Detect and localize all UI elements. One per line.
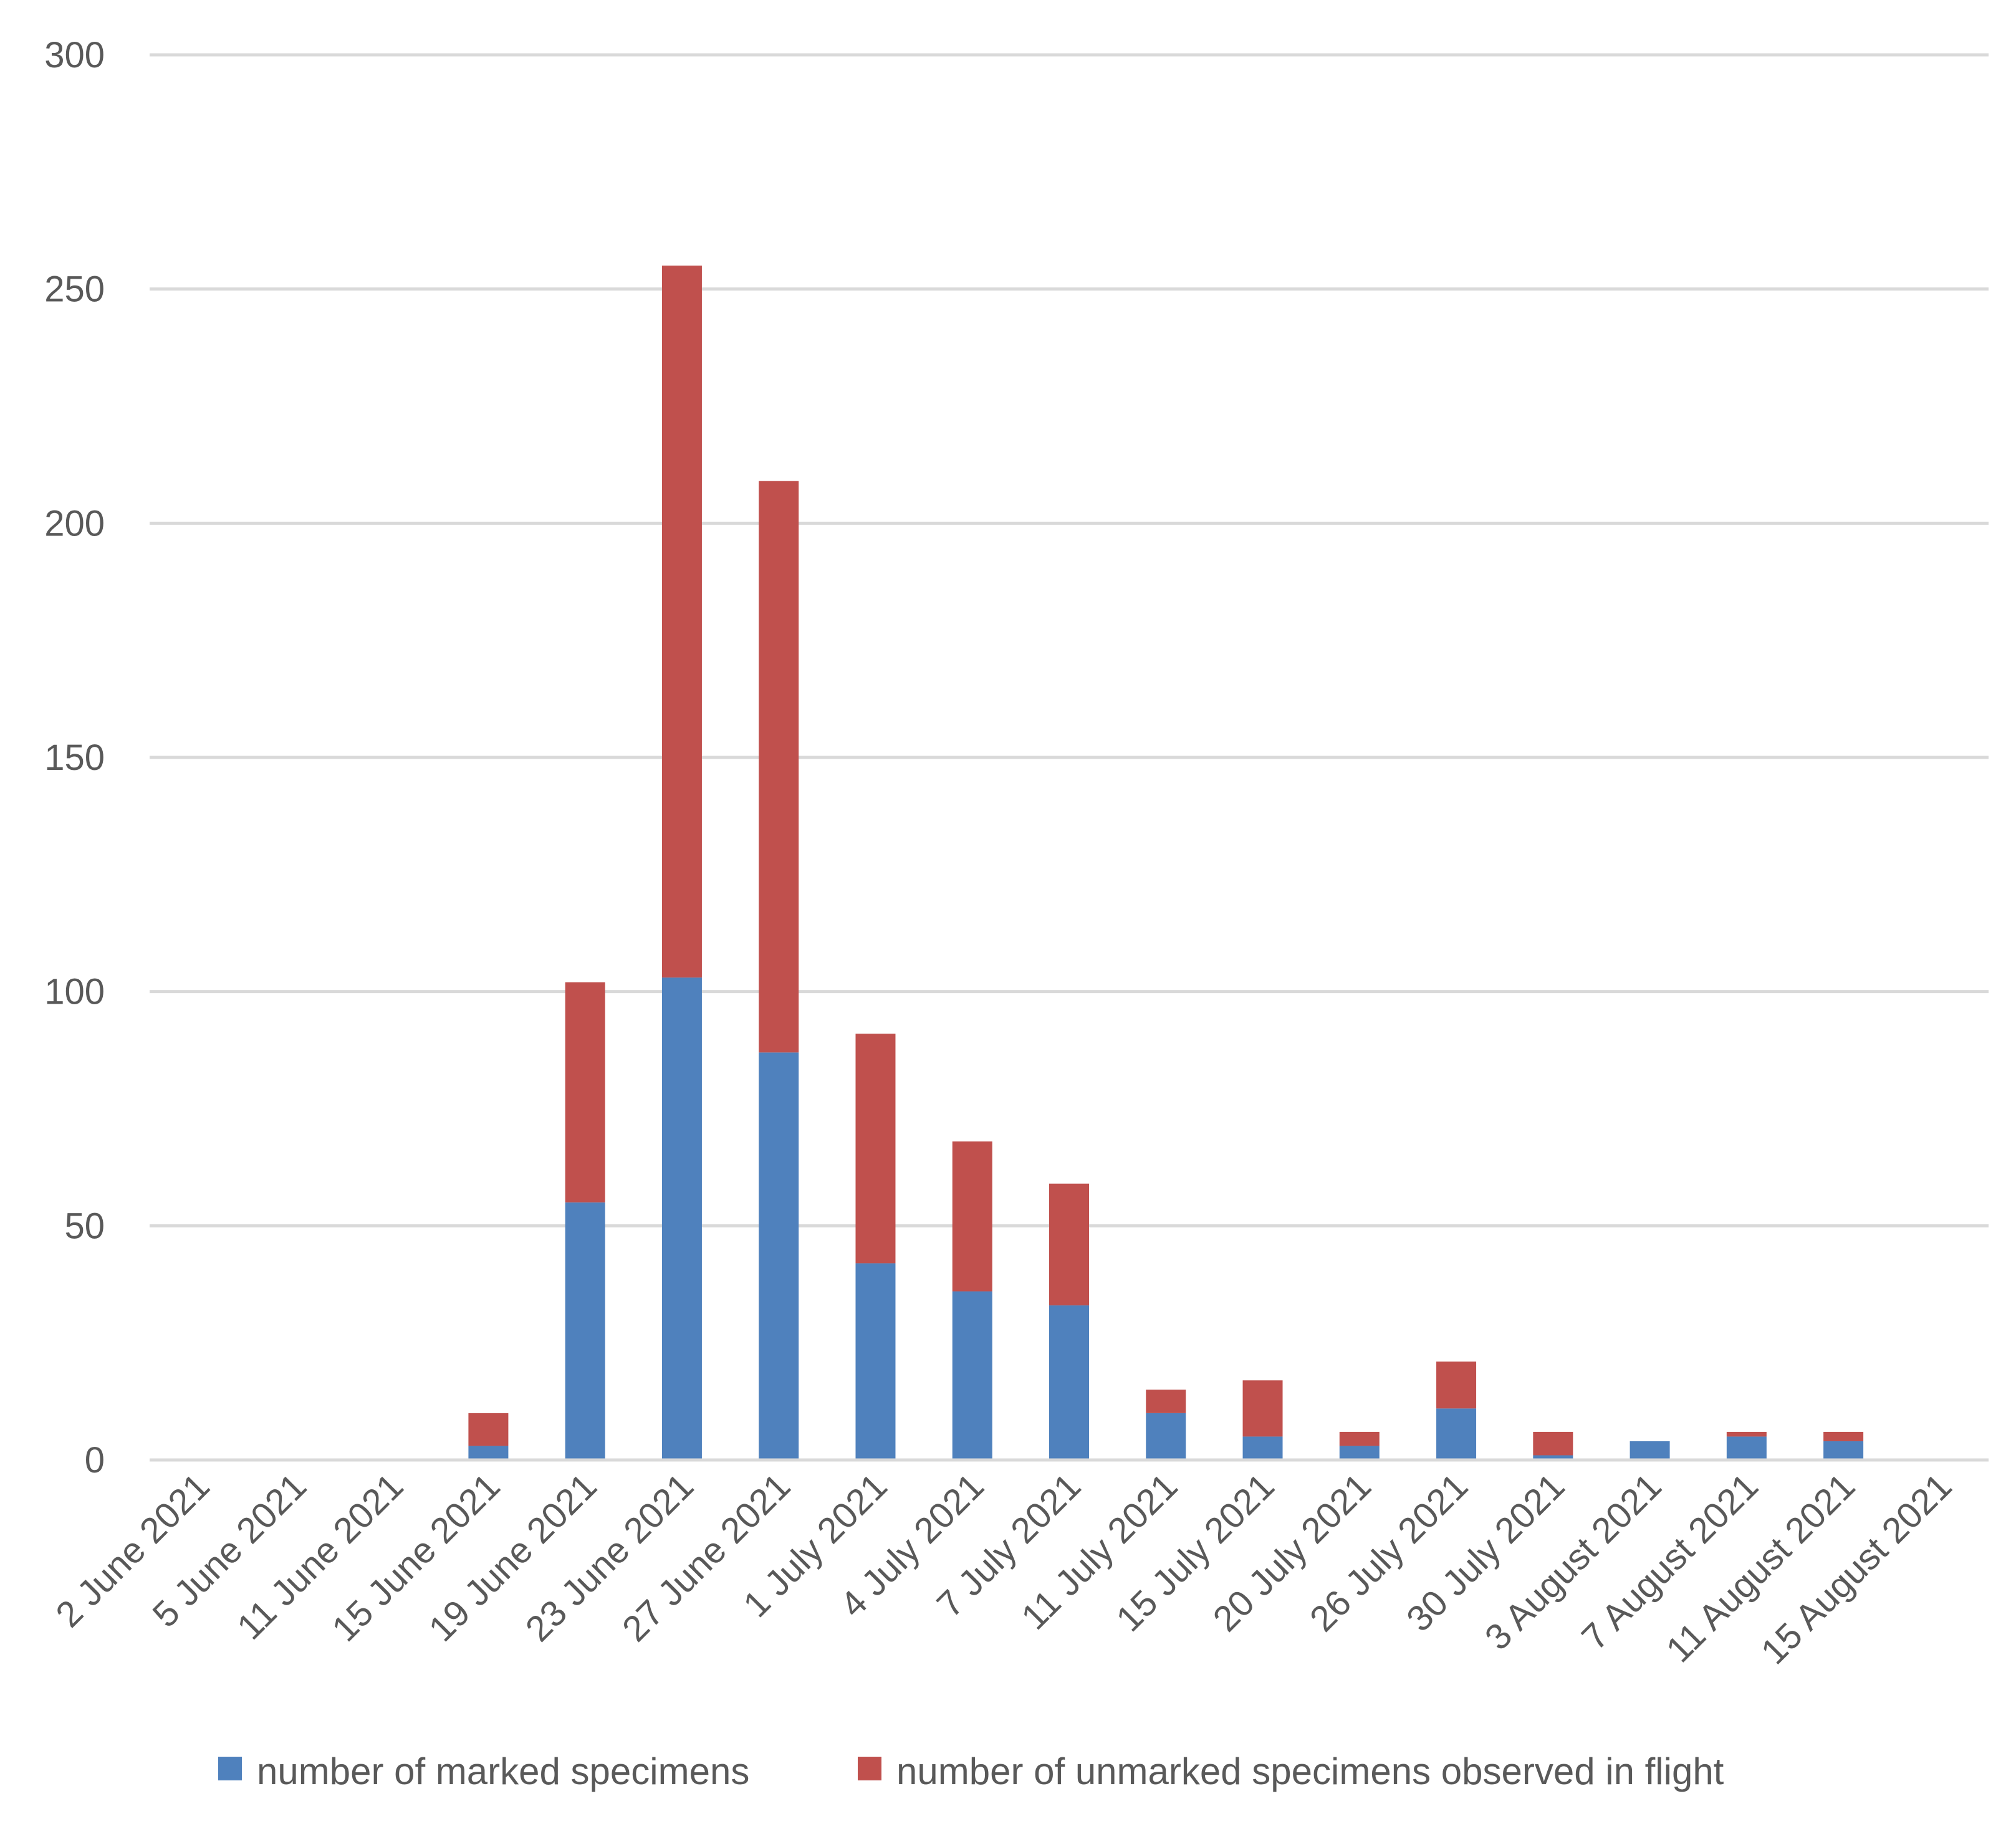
bar-segment-unmarked: [1823, 1431, 1864, 1441]
x-tick-label: 27 June 2021: [615, 1466, 799, 1649]
bar-segment-unmarked: [1049, 1183, 1089, 1306]
bar-segment-unmarked: [661, 266, 702, 978]
bar-segment-marked: [1436, 1408, 1477, 1460]
bar-segment-unmarked: [1242, 1380, 1283, 1437]
bar-segment-marked: [1726, 1436, 1767, 1460]
bar-segment-marked: [1146, 1413, 1186, 1460]
legend-label-unmarked: number of unmarked specimens observed in…: [896, 1750, 1724, 1792]
y-tick-label: 150: [44, 737, 105, 778]
bars: [468, 266, 1864, 1460]
bar-segment-marked: [1630, 1441, 1670, 1460]
bar-segment-unmarked: [1339, 1431, 1380, 1446]
bar-segment-marked: [1823, 1441, 1864, 1460]
bar-segment-marked: [1339, 1446, 1380, 1460]
bar-segment-unmarked: [1533, 1431, 1573, 1456]
bar-segment-marked: [468, 1446, 509, 1460]
bar-segment-marked: [1049, 1305, 1089, 1460]
y-tick-label: 100: [44, 972, 105, 1012]
bar-segment-marked: [565, 1202, 605, 1460]
y-tick-label: 50: [64, 1206, 105, 1246]
x-tick-label: 3 August 2021: [1477, 1466, 1669, 1658]
gridlines: [150, 53, 1989, 1227]
x-tick-label: 19 June 2021: [421, 1466, 605, 1649]
bar-segment-unmarked: [952, 1141, 992, 1292]
bar-segment-marked: [855, 1263, 896, 1460]
bar-segment-marked: [661, 977, 702, 1460]
x-tick-label: 23 June 2021: [518, 1466, 702, 1649]
legend-swatch-unmarked: [858, 1757, 881, 1780]
bar-segment-unmarked: [1146, 1390, 1186, 1413]
bar-segment-unmarked: [468, 1413, 509, 1446]
bar-segment-unmarked: [1436, 1361, 1477, 1409]
bar-segment-unmarked: [1726, 1431, 1767, 1437]
x-tick-label: 15 June 2021: [324, 1466, 508, 1649]
y-tick-label: 250: [44, 269, 105, 310]
legend: number of marked specimens number of unma…: [218, 1750, 1724, 1792]
y-axis-ticks: 0 50 100 150 200 250 300: [44, 35, 105, 1481]
bar-segment-marked: [1533, 1455, 1573, 1460]
legend-label-marked: number of marked specimens: [257, 1750, 749, 1792]
y-tick-label: 300: [44, 35, 105, 75]
bar-segment-marked: [759, 1052, 799, 1460]
y-tick-label: 0: [85, 1440, 105, 1481]
bar-segment-unmarked: [565, 982, 605, 1203]
x-tick-label: 7 August 2021: [1574, 1466, 1766, 1658]
legend-swatch-marked: [218, 1757, 242, 1780]
bar-segment-unmarked: [759, 481, 799, 1053]
y-tick-label: 200: [44, 503, 105, 544]
bar-segment-unmarked: [855, 1034, 896, 1264]
bar-segment-marked: [1242, 1436, 1283, 1460]
bar-segment-marked: [952, 1291, 992, 1460]
x-tick-label: 11 June 2021: [229, 1466, 411, 1648]
